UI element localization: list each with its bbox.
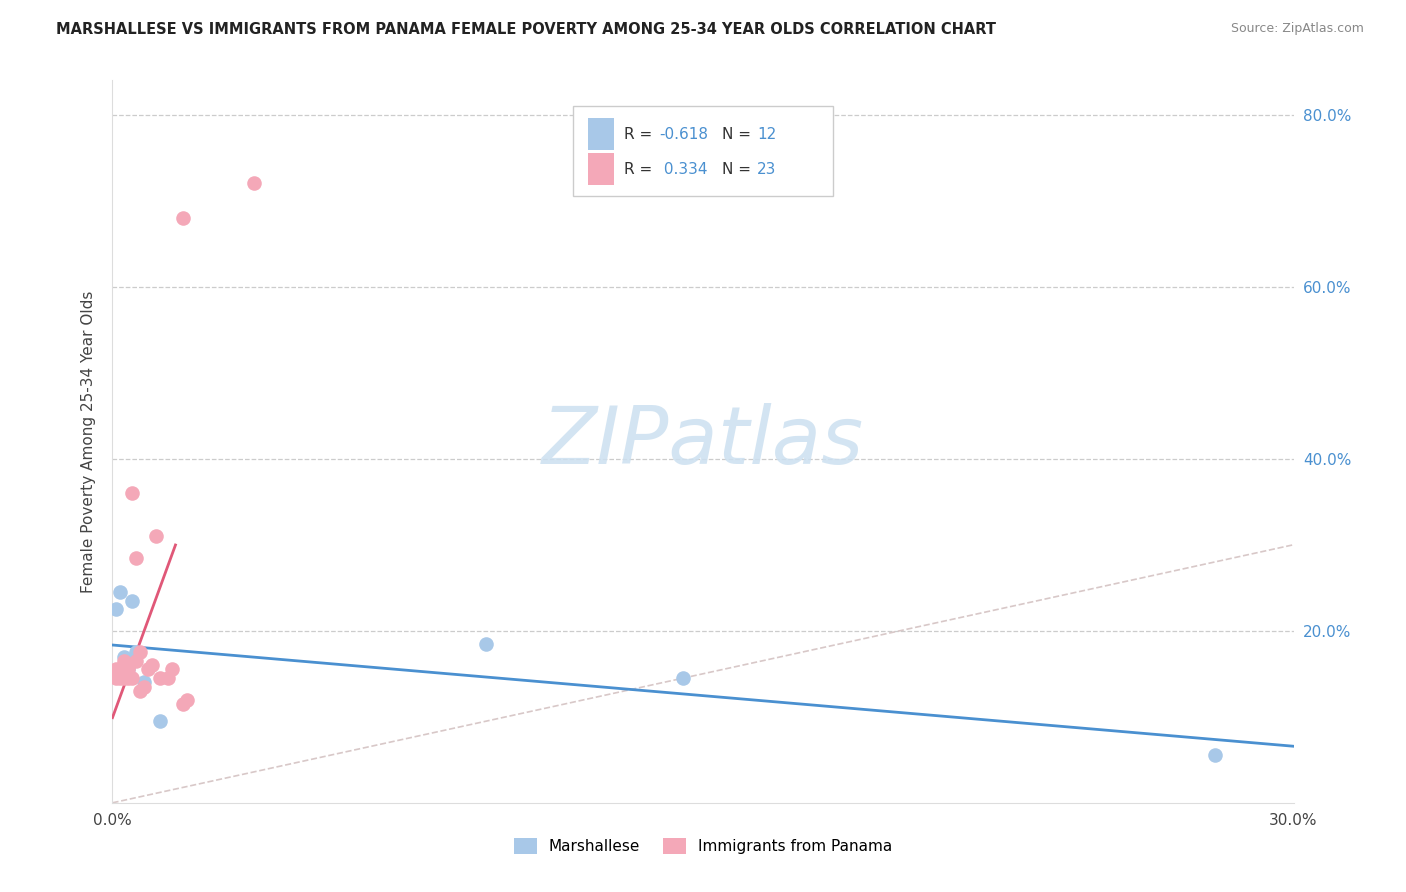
Text: 23: 23 (758, 161, 776, 177)
Point (141, 658, 163, 673)
Point (172, 697, 194, 711)
FancyBboxPatch shape (574, 105, 832, 196)
Point (149, 714, 172, 728)
Point (136, 663, 159, 677)
Point (105, 671, 128, 685)
Text: 12: 12 (758, 127, 776, 142)
Text: R =: R = (624, 127, 657, 142)
Point (125, 654, 148, 668)
Text: -0.618: -0.618 (659, 127, 709, 142)
Point (1204, 748, 1226, 763)
Point (117, 663, 139, 677)
Text: ZIPatlas: ZIPatlas (541, 402, 865, 481)
Point (243, 177, 266, 191)
Point (117, 671, 139, 685)
FancyBboxPatch shape (589, 153, 614, 185)
Legend: Marshallese, Immigrants from Panama: Marshallese, Immigrants from Panama (508, 832, 898, 860)
Point (672, 671, 695, 685)
Text: N =: N = (721, 127, 756, 142)
Point (160, 663, 183, 677)
Point (125, 550, 148, 565)
Point (475, 637, 498, 651)
Point (105, 663, 128, 677)
Point (129, 645, 152, 659)
Text: MARSHALLESE VS IMMIGRANTS FROM PANAMA FEMALE POVERTY AMONG 25-34 YEAR OLDS CORRE: MARSHALLESE VS IMMIGRANTS FROM PANAMA FE… (56, 22, 997, 37)
Point (112, 654, 135, 668)
Text: Source: ZipAtlas.com: Source: ZipAtlas.com (1230, 22, 1364, 36)
Text: N =: N = (721, 161, 756, 177)
Point (149, 671, 172, 685)
Point (110, 671, 132, 685)
Point (132, 680, 155, 694)
Point (125, 645, 148, 659)
Point (156, 671, 179, 685)
Point (105, 602, 128, 616)
Point (121, 486, 143, 500)
Y-axis label: Female Poverty Among 25-34 Year Olds: Female Poverty Among 25-34 Year Olds (80, 291, 96, 592)
Text: 0.334: 0.334 (659, 161, 707, 177)
Point (129, 684, 152, 698)
Point (117, 663, 139, 677)
Point (112, 671, 135, 685)
Point (110, 663, 132, 677)
Point (121, 593, 143, 607)
Text: R =: R = (624, 161, 657, 177)
Point (132, 675, 155, 690)
Point (112, 649, 135, 664)
Point (121, 671, 143, 685)
Point (172, 211, 194, 225)
Point (110, 585, 132, 599)
FancyBboxPatch shape (589, 118, 614, 151)
Point (112, 663, 135, 677)
Point (176, 692, 198, 706)
Point (145, 529, 167, 543)
